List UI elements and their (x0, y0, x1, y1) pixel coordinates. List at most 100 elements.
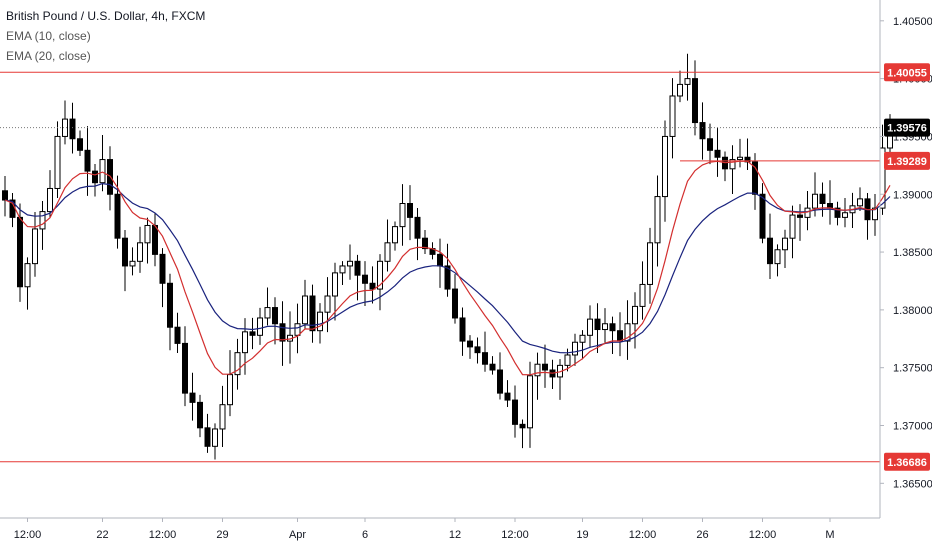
candle (197, 394, 203, 438)
candle-body (437, 253, 443, 267)
candle (122, 230, 128, 292)
candle (842, 198, 848, 228)
candle-body (219, 404, 226, 430)
candle-body (527, 375, 533, 429)
candle (287, 311, 293, 364)
candle-body (534, 363, 541, 377)
candle-body (99, 159, 106, 184)
candle-body (317, 311, 323, 332)
candle-body (369, 282, 376, 290)
candle-body (407, 203, 413, 218)
candle-body (2, 190, 8, 201)
candle (752, 153, 758, 210)
candle (189, 372, 196, 421)
candle (174, 312, 181, 353)
level-badge-label: 1.36686 (887, 457, 927, 469)
y-tick-label: 1.36500 (893, 478, 932, 490)
candle-body (842, 212, 848, 218)
candle-body (39, 211, 46, 230)
candle (587, 305, 593, 348)
x-tick-label: 12:00 (14, 529, 42, 541)
candle (279, 301, 286, 366)
candle-body (834, 207, 841, 218)
candle (729, 145, 736, 195)
candle (467, 335, 473, 359)
candle-body (62, 118, 68, 137)
candle (219, 385, 226, 448)
x-tick-label: 6 (362, 529, 368, 541)
candle-body (609, 323, 616, 332)
candle (512, 385, 518, 438)
candle (759, 183, 766, 244)
candle-body (512, 399, 518, 425)
candle-body (504, 392, 511, 401)
candle-body (669, 95, 676, 137)
legend-ema10: EMA (10, close) (6, 29, 91, 43)
candle-body (624, 323, 631, 342)
candle (182, 326, 188, 407)
candle-body (272, 307, 278, 325)
candle (542, 344, 548, 388)
candle (437, 238, 443, 288)
candle-body (662, 135, 668, 198)
candle-body (452, 288, 458, 319)
candle (789, 205, 796, 259)
candle-body (542, 363, 548, 371)
candle (32, 212, 38, 277)
candle (249, 317, 256, 350)
candle-body (332, 272, 338, 297)
candle (639, 261, 646, 320)
candle (144, 217, 151, 264)
candle (722, 151, 728, 182)
candle (362, 261, 368, 307)
candle-body (872, 207, 878, 221)
candle (377, 254, 383, 311)
candle (2, 175, 8, 217)
candle-body (752, 161, 758, 195)
candle-body (489, 363, 496, 371)
candle (234, 338, 241, 390)
candle-body (729, 159, 736, 170)
candle (632, 292, 638, 349)
y-tick-label: 1.37000 (893, 421, 932, 433)
candle (227, 350, 233, 417)
x-tick-label: 29 (216, 529, 228, 541)
candle (339, 261, 346, 285)
candle (99, 135, 106, 192)
candle (47, 170, 53, 218)
x-tick-label: Apr (289, 529, 306, 541)
candle (684, 53, 691, 101)
candle (579, 330, 586, 360)
candle (54, 121, 61, 198)
candle (647, 227, 653, 304)
last-price-badge: 1.39576 (884, 118, 930, 137)
candle-body (594, 318, 601, 331)
level-badge: 1.36686 (884, 452, 930, 471)
candle (692, 60, 698, 136)
last-price-badge-box (884, 118, 930, 137)
candle-body (204, 427, 211, 447)
candle-body (482, 352, 488, 365)
candle-body (677, 83, 683, 97)
candle-body (92, 170, 98, 184)
candle-body (639, 283, 646, 307)
candle (662, 120, 668, 222)
candle-body (789, 214, 796, 239)
candle (137, 226, 143, 273)
candle (317, 303, 323, 344)
candle (609, 316, 616, 355)
candle-body (519, 423, 526, 429)
candle-body (602, 323, 608, 331)
ema20-line (4, 182, 891, 354)
candle-body (707, 138, 713, 151)
candle-body (564, 354, 571, 366)
candle (369, 266, 376, 304)
candle-body (257, 317, 263, 336)
candle-body (422, 237, 428, 250)
candle (497, 352, 503, 400)
candle (549, 359, 556, 390)
candle-body (774, 249, 781, 265)
candle-body (684, 78, 691, 85)
